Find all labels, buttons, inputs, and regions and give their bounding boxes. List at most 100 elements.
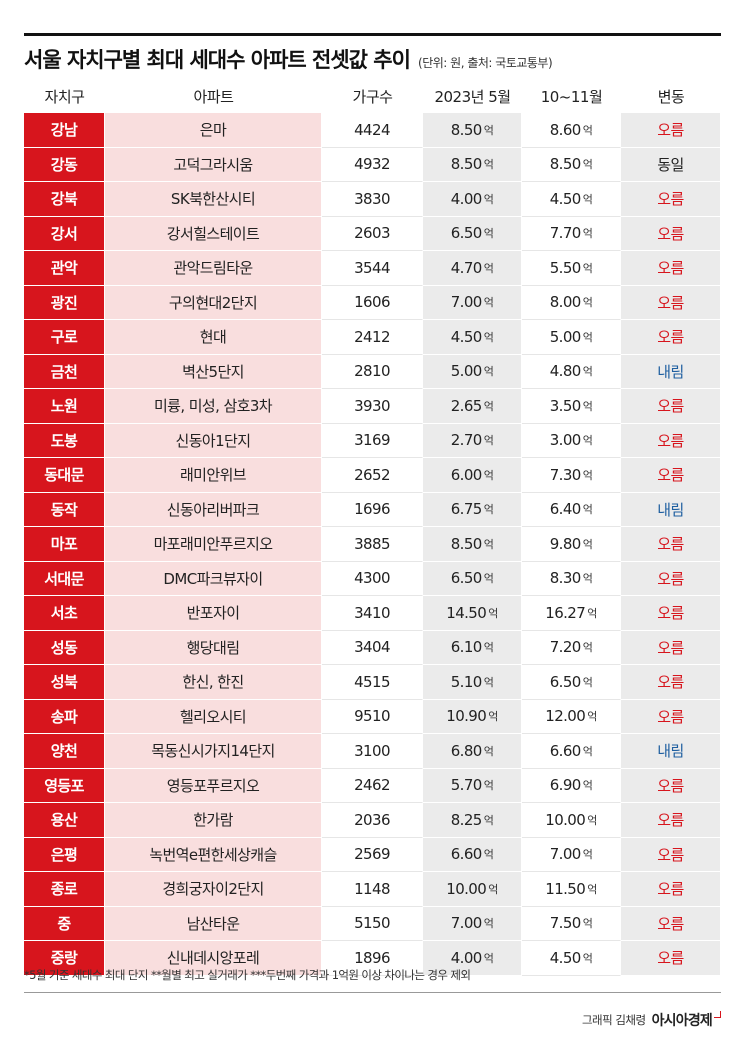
apartment-cell: 미륭, 미성, 삼호3차 [105,389,322,424]
change-cell-text: 내림 [657,742,684,761]
households-cell-text: 2412 [354,327,390,346]
households-cell-text: 3169 [354,431,390,450]
change-cell: 오름 [621,665,721,700]
price-may-cell: 8.50 억 [423,527,522,562]
apartment-cell: 반포자이 [105,596,322,631]
district-cell: 동대문 [24,458,105,493]
price-oct-nov-cell: 7.50 억 [522,906,621,941]
district-cell: 구로 [24,320,105,355]
unit-label: 억 [483,813,494,827]
households-cell: 2462 [322,768,423,803]
change-cell: 오름 [621,458,721,493]
apartment-cell: 고덕그라시움 [105,147,322,182]
price-oct-nov-cell-text: 5.00 [549,327,582,346]
apartment-cell-text: 신동아1단지 [175,431,252,450]
households-cell: 4932 [322,147,423,182]
apartment-cell-text: 은마 [199,121,227,140]
price-may-cell-text: 6.00 [450,465,483,484]
price-oct-nov-cell: 8.30 억 [522,561,621,596]
unit-label: 억 [483,227,494,241]
price-may-cell: 7.00 억 [423,906,522,941]
price-oct-nov-cell: 10.00 억 [522,803,621,838]
households-cell-text: 1896 [354,948,390,967]
price-oct-nov-cell-text: 4.50 [549,948,582,967]
table-row: 중 남산타운 5150 7.00 억 7.50 억 오름 [24,906,721,941]
households-cell-text: 4932 [354,155,390,174]
apartment-cell: 행당대림 [105,630,322,665]
change-cell: 오름 [621,596,721,631]
price-oct-nov-cell-text: 8.30 [549,569,582,588]
unit-label: 억 [582,744,593,758]
price-may-cell: 5.10 억 [423,665,522,700]
district-cell-text: 강서 [50,224,78,243]
district-cell-text: 금천 [50,362,78,381]
apartment-cell: 래미안위브 [105,458,322,493]
change-cell: 오름 [621,872,721,907]
price-oct-nov-cell: 5.00 억 [522,320,621,355]
district-cell-text: 강북 [50,190,78,209]
district-cell: 동작 [24,492,105,527]
district-cell-text: 종로 [50,880,78,899]
households-cell-text: 9510 [354,707,390,726]
apartment-cell-text: 영등포푸르지오 [166,776,260,795]
district-cell-text: 서대문 [44,569,84,588]
apartment-cell-text: 신내데시앙포레 [166,949,260,968]
price-may-cell-text: 6.80 [450,741,483,760]
unit-label: 억 [582,192,593,206]
change-cell-text: 오름 [657,638,684,657]
apartment-cell-text: 신동아리버파크 [166,500,260,519]
district-cell-text: 동대문 [44,466,84,485]
unit-label: 억 [582,365,593,379]
apartment-cell-text: 헬리오시티 [179,707,247,726]
price-may-cell-text: 8.50 [450,155,483,174]
apartment-cell: 남산타운 [105,906,322,941]
table-row: 용산 한가람 2036 8.25 억 10.00 억 오름 [24,803,721,838]
district-cell-text: 광진 [50,293,78,312]
price-may-cell-text: 8.50 [450,534,483,553]
change-cell-text: 오름 [657,431,684,450]
price-may-cell: 5.00 억 [423,354,522,389]
unit-label: 억 [488,882,498,896]
change-cell: 오름 [621,251,721,286]
unit-label: 억 [582,951,593,965]
households-cell: 3404 [322,630,423,665]
households-cell-text: 3830 [354,189,390,208]
households-cell-text: 5150 [354,914,390,933]
apartment-cell-text: 고덕그라시움 [173,155,253,174]
district-cell-text: 영등포 [44,776,84,795]
unit-label: 억 [582,537,593,551]
table-row: 종로 경희궁자이2단지 1148 10.00 억 11.50 억 오름 [24,872,721,907]
households-cell-text: 3410 [354,603,390,622]
header-price-oct-nov: 10~11월 [540,87,603,106]
price-may-cell-text: 10.00 [446,879,487,898]
price-oct-nov-cell: 7.20 억 [522,630,621,665]
apartment-cell-text: 한신, 한진 [182,673,244,692]
bottom-rule [24,992,721,993]
apartment-cell: 녹번역e편한세상캐슬 [105,837,322,872]
unit-label: 억 [483,261,494,275]
header-apartment: 아파트 [193,87,234,106]
district-cell: 성동 [24,630,105,665]
households-cell: 1696 [322,492,423,527]
unit-label: 억 [582,227,593,241]
district-cell-text: 구로 [50,328,78,347]
price-may-cell-text: 2.70 [450,431,483,450]
unit-label: 억 [582,261,593,275]
price-oct-nov-cell-text: 3.00 [549,431,582,450]
change-cell: 내림 [621,354,721,389]
unit-label: 억 [483,192,494,206]
price-oct-nov-cell-text: 7.30 [549,465,582,484]
price-oct-nov-cell: 12.00 억 [522,699,621,734]
change-cell-text: 오름 [657,190,684,209]
price-oct-nov-cell-text: 6.90 [549,776,582,795]
households-cell: 1606 [322,285,423,320]
apartment-cell: 헬리오시티 [105,699,322,734]
households-cell-text: 3404 [354,638,390,657]
price-may-cell-text: 2.65 [450,396,483,415]
price-may-cell-text: 4.00 [450,189,483,208]
change-cell-text: 동일 [657,155,684,174]
price-may-cell: 6.60 억 [423,837,522,872]
unit-label: 억 [488,606,498,620]
table-row: 관악 관악드림타운 3544 4.70 억 5.50 억 오름 [24,251,721,286]
households-cell-text: 3930 [354,396,390,415]
